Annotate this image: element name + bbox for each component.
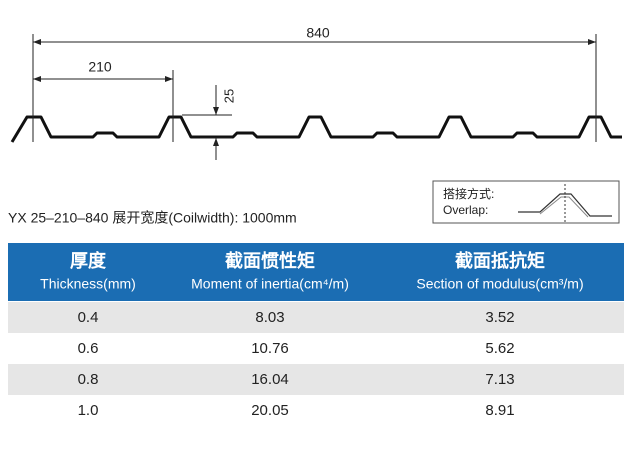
dimension-label: 25: [221, 89, 236, 103]
spec-text: YX 25–210–840 展开宽度(Coilwidth): 1000mm: [8, 210, 297, 226]
table-cell: 1.0: [78, 402, 99, 419]
table: 厚度 Thickness(mm) 截面惯性矩 Moment of inertia(cm…: [8, 250, 624, 419]
table-cell: 20.05: [251, 402, 289, 419]
header-zh: 截面抵抗矩: [455, 250, 545, 271]
table-header: [8, 243, 624, 301]
profile-line: [10, 115, 622, 143]
table-cell: 0.8: [78, 371, 99, 388]
overlap-label: Overlap:: [443, 203, 488, 217]
row-band: [8, 364, 624, 395]
table-cell: 0.4: [78, 309, 99, 326]
dimension-label: 210: [88, 59, 112, 75]
header-zh: 截面惯性矩: [225, 250, 315, 271]
overlap-box: 搭接方式: Overlap:: [432, 180, 620, 224]
table-cell: 8.91: [485, 402, 514, 419]
dimension-label: 840: [306, 25, 330, 41]
header-en: Thickness(mm): [40, 276, 136, 292]
header-zh: 厚度: [70, 250, 107, 271]
table-cell: 0.6: [78, 340, 99, 357]
table-cell: 5.62: [485, 340, 514, 357]
table-cell: 8.03: [255, 309, 284, 326]
table-cell: 10.76: [251, 340, 289, 357]
table-cell: 3.52: [485, 309, 514, 326]
row-band: [8, 302, 624, 333]
overlap-frame: [432, 180, 620, 224]
header-en: Section of modulus(cm³/m): [416, 276, 583, 292]
table-cell: 7.13: [485, 371, 514, 388]
overlap-label: 搭接方式:: [443, 186, 494, 201]
header-en: Moment of inertia(cm⁴/m): [191, 276, 349, 292]
profile-drawing: 840 210 25: [10, 25, 622, 160]
table-cell: 16.04: [251, 371, 289, 388]
